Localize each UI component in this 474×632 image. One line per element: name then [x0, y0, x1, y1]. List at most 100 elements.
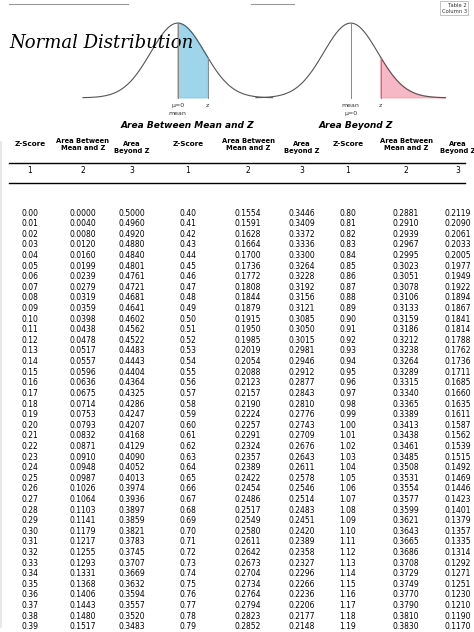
Text: 1.01: 1.01: [340, 431, 356, 441]
Text: 0.3508: 0.3508: [392, 463, 419, 472]
Text: 0.2939: 0.2939: [392, 230, 419, 239]
Text: 1.06: 1.06: [339, 484, 356, 494]
Text: 3: 3: [300, 166, 304, 174]
Text: 0.3729: 0.3729: [392, 569, 419, 578]
Text: 0.0199: 0.0199: [70, 262, 96, 270]
Text: 0.2910: 0.2910: [393, 219, 419, 228]
Text: 0.0438: 0.0438: [70, 325, 96, 334]
Text: 0.4207: 0.4207: [118, 421, 146, 430]
Text: 0.2019: 0.2019: [235, 346, 261, 355]
Text: 0.1736: 0.1736: [445, 357, 471, 366]
Text: 0.1357: 0.1357: [445, 526, 471, 536]
Text: 0.2358: 0.2358: [289, 548, 315, 557]
Text: 0.0517: 0.0517: [70, 346, 96, 355]
Text: 0.54: 0.54: [180, 357, 197, 366]
Text: 0.3078: 0.3078: [392, 283, 419, 292]
Text: 0.79: 0.79: [180, 622, 197, 631]
Text: 0.1179: 0.1179: [70, 526, 96, 536]
Text: 0.88: 0.88: [340, 293, 356, 303]
Text: 0.15: 0.15: [21, 368, 38, 377]
Text: 0.3577: 0.3577: [392, 495, 419, 504]
Text: 0.08: 0.08: [21, 293, 38, 303]
Text: 0.0080: 0.0080: [70, 230, 96, 239]
Text: 0.98: 0.98: [339, 399, 356, 408]
Polygon shape: [178, 23, 208, 98]
Text: 0.33: 0.33: [21, 559, 38, 568]
Text: 0.4364: 0.4364: [118, 379, 146, 387]
Text: 0.35: 0.35: [21, 580, 38, 589]
Text: 0.21: 0.21: [22, 431, 38, 441]
Text: 0.4880: 0.4880: [119, 240, 145, 250]
Text: 0.2327: 0.2327: [289, 559, 315, 568]
Text: 0.3665: 0.3665: [392, 537, 419, 546]
Text: 0.40: 0.40: [180, 209, 197, 217]
Text: 0.2704: 0.2704: [235, 569, 261, 578]
Polygon shape: [381, 57, 446, 98]
Text: 0.77: 0.77: [180, 601, 197, 610]
Text: 0.0596: 0.0596: [70, 368, 96, 377]
Text: 0.2514: 0.2514: [289, 495, 315, 504]
Text: 0.60: 0.60: [180, 421, 197, 430]
Text: 0.3413: 0.3413: [392, 421, 419, 430]
Text: 0.2483: 0.2483: [289, 506, 315, 514]
Text: 0.1251: 0.1251: [445, 580, 471, 589]
Text: 0.45: 0.45: [180, 262, 197, 270]
Text: 1.14: 1.14: [340, 569, 356, 578]
Text: 0.2734: 0.2734: [235, 580, 261, 589]
Text: 0.39: 0.39: [21, 622, 38, 631]
Text: 0.02: 0.02: [21, 230, 38, 239]
Text: 0.11: 0.11: [22, 325, 38, 334]
Text: 0.63: 0.63: [180, 453, 197, 461]
Text: 2: 2: [404, 166, 409, 174]
Text: 0.4090: 0.4090: [118, 453, 146, 461]
Text: 0.05: 0.05: [21, 262, 38, 270]
Text: 0.71: 0.71: [180, 537, 196, 546]
Text: 0.2224: 0.2224: [235, 410, 261, 419]
Text: 0.3133: 0.3133: [392, 304, 419, 313]
Text: 1.16: 1.16: [340, 590, 356, 599]
Text: 0.4286: 0.4286: [119, 399, 145, 408]
Text: 0.1844: 0.1844: [235, 293, 261, 303]
Text: 0.3830: 0.3830: [392, 622, 419, 631]
Text: 0.2673: 0.2673: [235, 559, 261, 568]
Text: 0.61: 0.61: [180, 431, 196, 441]
Text: 0.2776: 0.2776: [289, 410, 315, 419]
Text: 0.1562: 0.1562: [445, 431, 471, 441]
Text: 0.2912: 0.2912: [289, 368, 315, 377]
Text: 0.1814: 0.1814: [445, 325, 471, 334]
Text: 0.1423: 0.1423: [445, 495, 471, 504]
Text: 2: 2: [246, 166, 250, 174]
Text: 0.47: 0.47: [180, 283, 197, 292]
Text: 0.70: 0.70: [180, 526, 197, 536]
Text: 0.1977: 0.1977: [445, 262, 471, 270]
Text: 0.1915: 0.1915: [235, 315, 261, 324]
Text: 0.1293: 0.1293: [70, 559, 96, 568]
Text: 0.2676: 0.2676: [289, 442, 315, 451]
Text: 1.05: 1.05: [339, 474, 356, 483]
Text: 0.3050: 0.3050: [289, 325, 315, 334]
Text: 0.78: 0.78: [180, 612, 196, 621]
Text: 0.29: 0.29: [21, 516, 38, 525]
Text: 0.59: 0.59: [180, 410, 197, 419]
Text: 0.2546: 0.2546: [289, 484, 315, 494]
Text: 0.1515: 0.1515: [445, 453, 471, 461]
Text: 0.2764: 0.2764: [235, 590, 261, 599]
Text: 0.1985: 0.1985: [235, 336, 261, 345]
Text: 0.1949: 0.1949: [445, 272, 471, 281]
Text: Z-Score: Z-Score: [14, 141, 46, 147]
Text: 0.4247: 0.4247: [118, 410, 146, 419]
Text: 0.75: 0.75: [180, 580, 197, 589]
Text: 0.55: 0.55: [180, 368, 197, 377]
Text: 1: 1: [346, 166, 350, 174]
Text: 0.2190: 0.2190: [235, 399, 261, 408]
Text: Area
Beyond Z: Area Beyond Z: [440, 141, 474, 154]
Text: 0.3594: 0.3594: [118, 590, 146, 599]
Text: 3: 3: [456, 166, 460, 174]
Text: 0.1170: 0.1170: [445, 622, 471, 631]
Text: 0.76: 0.76: [180, 590, 197, 599]
Text: 0.2709: 0.2709: [289, 431, 315, 441]
Text: 0.2389: 0.2389: [289, 537, 315, 546]
Text: Normal Distribution: Normal Distribution: [9, 34, 194, 52]
Text: 0.86: 0.86: [339, 272, 356, 281]
Text: 0.2743: 0.2743: [289, 421, 315, 430]
